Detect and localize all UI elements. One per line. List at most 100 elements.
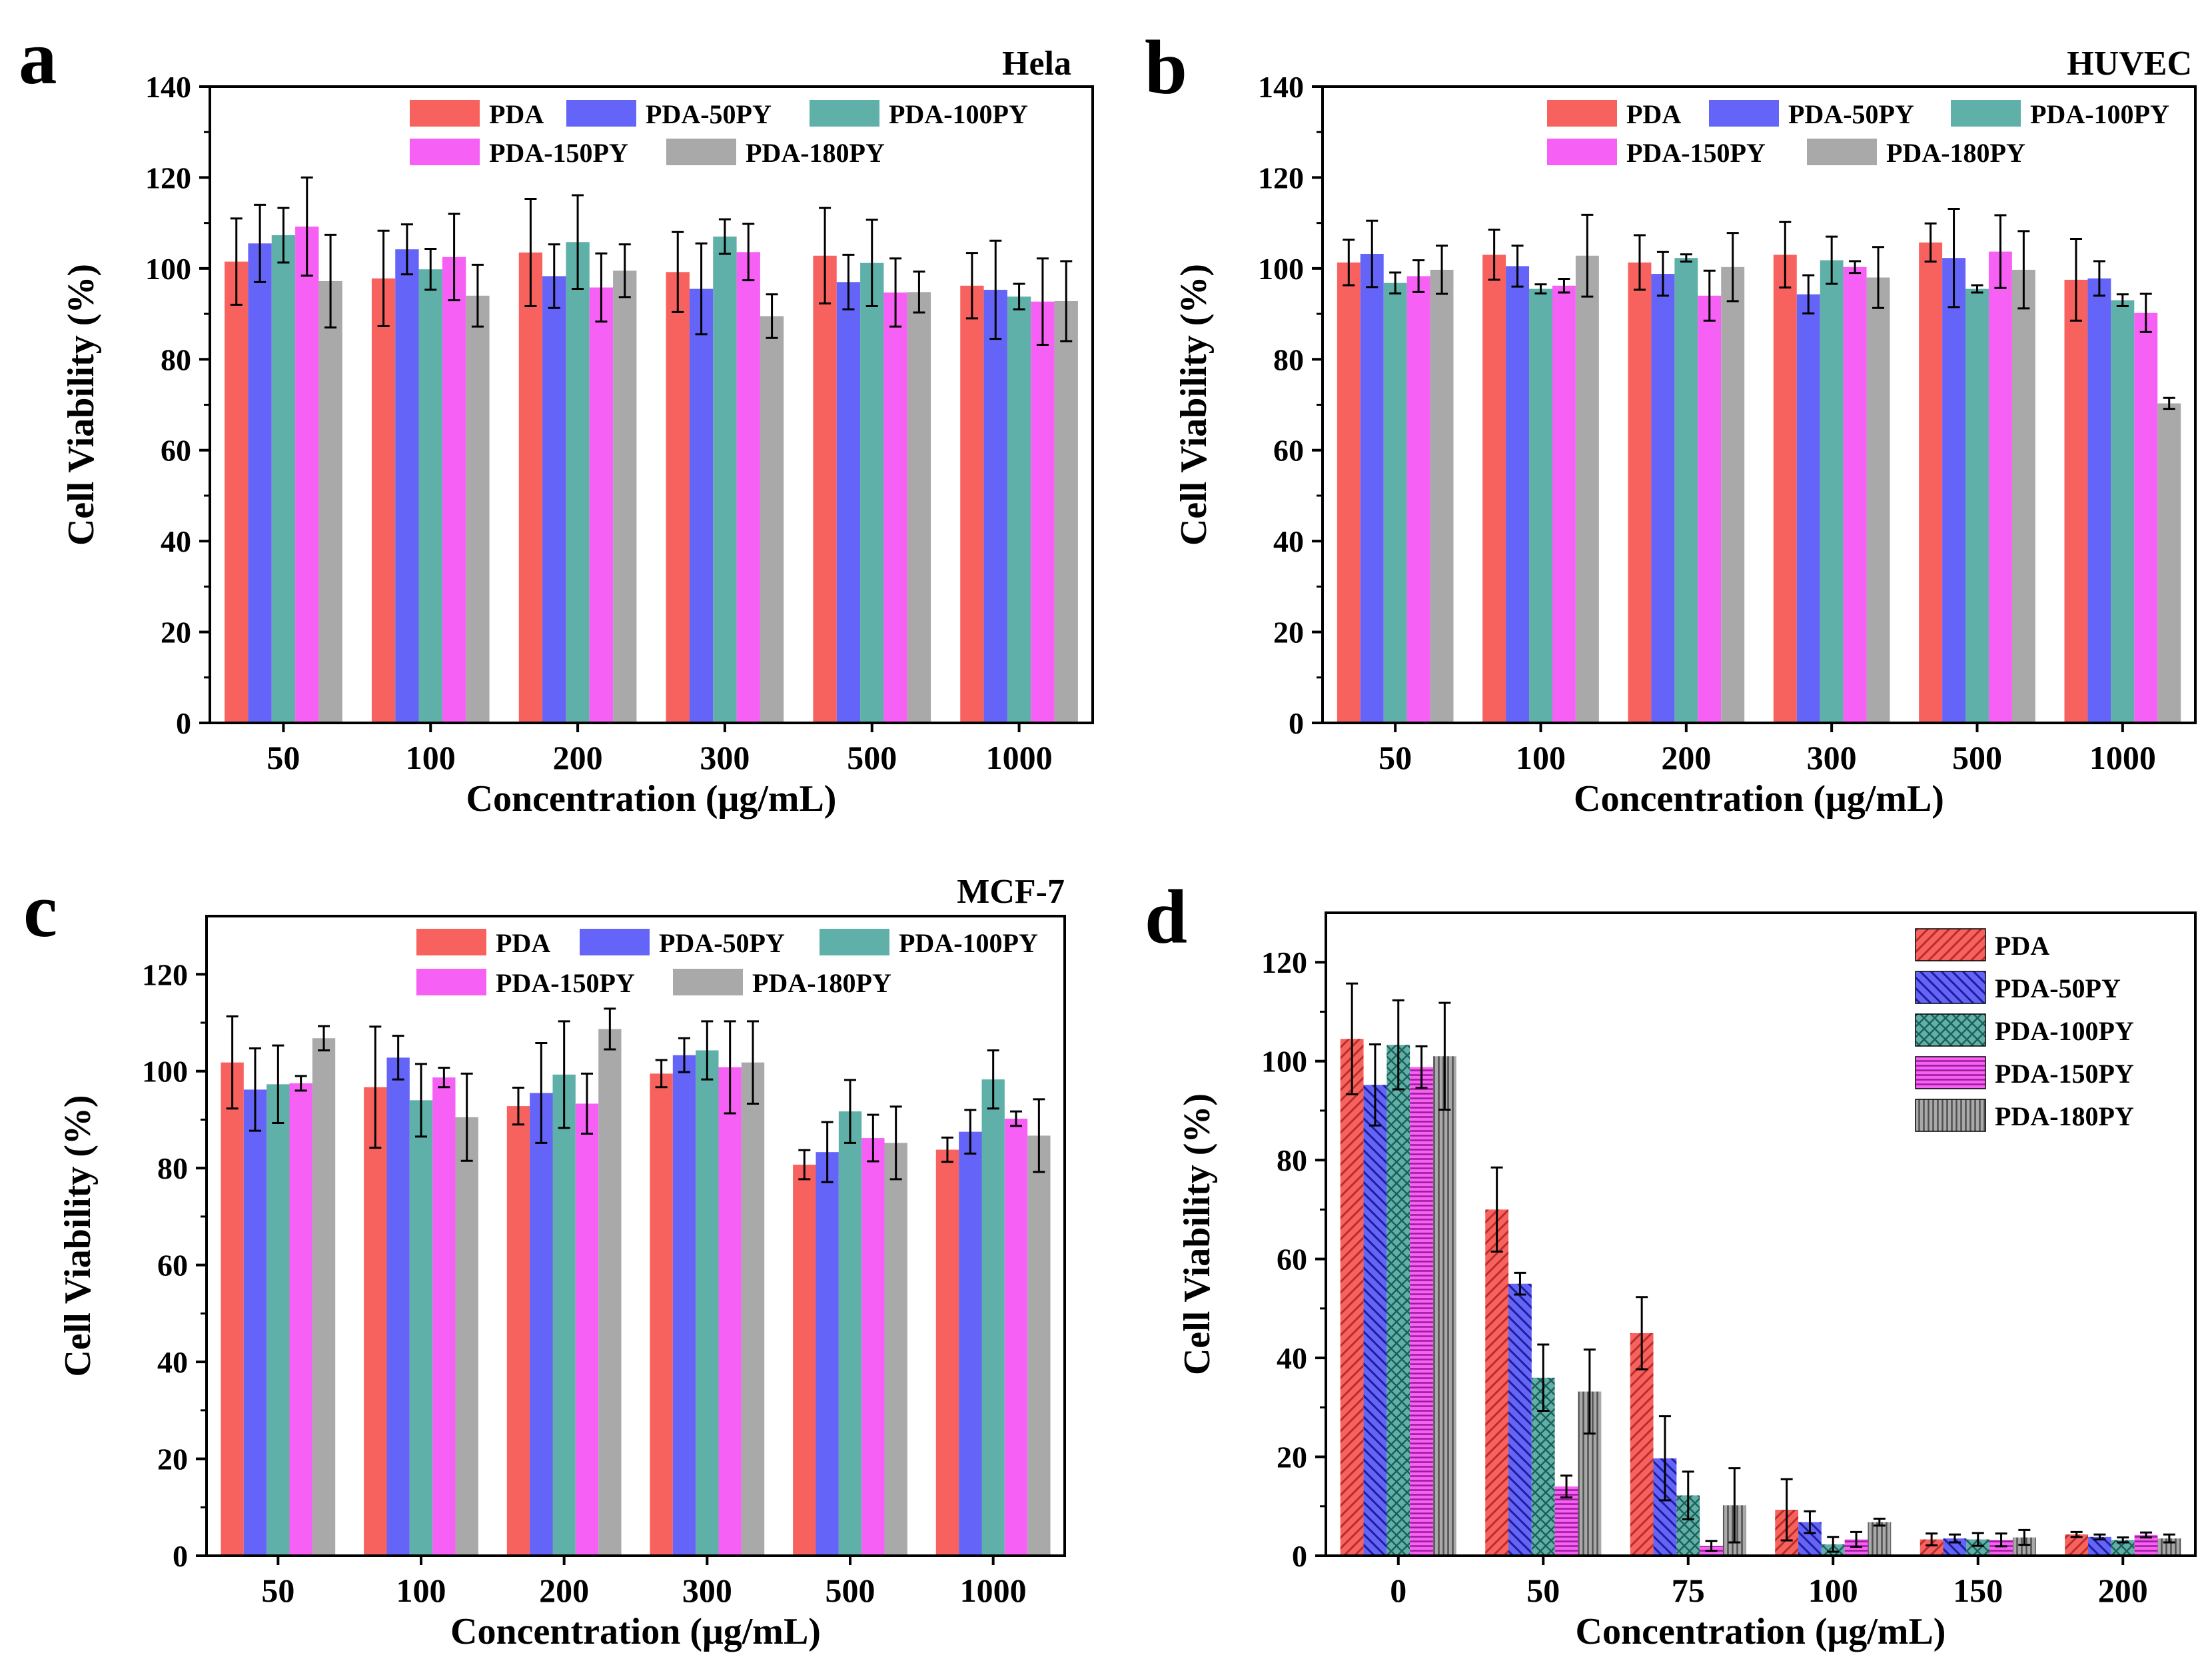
pb-legend: PDA PDA-50PY PDA-100PY PDA-150PY PDA-180PY — [1547, 99, 2169, 168]
pa-bar-pda-100py-100 — [418, 269, 442, 723]
pa-bar-pda-150py-300 — [736, 252, 760, 723]
pa-bar-pda-300 — [666, 272, 690, 723]
pb-legend-label-pda-150py: PDA-150PY — [1626, 138, 1766, 168]
pa-legend-swatch-pda-150py — [410, 139, 480, 165]
pc-errorbar-pda-100py-1000 — [987, 1049, 999, 1110]
pa-bar-pda-150py-1000 — [1031, 301, 1055, 723]
pb-xtick-label: 100 — [1516, 739, 1566, 776]
pa-errorbar-pda-50py-300 — [695, 242, 708, 336]
pb-errorbar-pda-100py-100 — [1534, 283, 1547, 294]
pb-errorbar-pda-300 — [1779, 221, 1792, 289]
pc-bar-pda-50py-500 — [816, 1152, 839, 1556]
pc-bar-pda-180py-300 — [741, 1062, 765, 1556]
pc-errorbar-pda-300 — [655, 1059, 668, 1089]
pa-ytick-label: 60 — [161, 434, 191, 468]
pd-errorbar-pda-100py-0 — [1392, 999, 1404, 1091]
pc-bar-pda-150py-200 — [575, 1103, 599, 1556]
pa-errorbar-pda-100py-50 — [277, 207, 290, 264]
pb-legend-label-pda-50py: PDA-50PY — [1788, 99, 1914, 129]
pc-xlabel: Concentration (μg/mL) — [450, 1611, 821, 1652]
pd-errorbar-pda-50 — [1490, 1166, 1503, 1253]
pb-bar-pda-180py-500 — [2011, 269, 2035, 723]
pd-xlabel: Concentration (μg/mL) — [1576, 1611, 1946, 1652]
pd-xtick-label: 50 — [1526, 1572, 1560, 1609]
pd-ytick-label: 20 — [1277, 1440, 1307, 1474]
panel-letter-b: b — [1145, 25, 1187, 110]
pc-errorbar-pda-150py-200 — [581, 1072, 594, 1135]
pa-errorbar-pda-180py-300 — [766, 293, 778, 339]
pa-ytick-label: 80 — [161, 342, 191, 376]
pb-errorbar-pda-180py-1000 — [2163, 396, 2175, 410]
pa-bar-pda-180py-500 — [907, 292, 931, 723]
pa-errorbar-pda-150py-50 — [300, 176, 313, 277]
pa-bar-pda-100py-1000 — [1007, 296, 1031, 723]
pb-errorbar-pda-50 — [1343, 239, 1355, 286]
pb-bar-pda-150py-200 — [1698, 295, 1722, 723]
pc-bar-pda-1000 — [935, 1149, 959, 1556]
pc-ytick-label: 20 — [157, 1442, 188, 1476]
pd-errorbar-pda-50py-150 — [1948, 1533, 1961, 1544]
pc-legend-swatch-pda-50py — [580, 929, 650, 955]
pb-errorbar-pda-50py-500 — [1947, 207, 1960, 308]
pc-legend-label-pda-180py: PDA-180PY — [752, 968, 891, 998]
pc-errorbar-pda-180py-500 — [889, 1105, 902, 1181]
pc-errorbar-pda-180py-50 — [318, 1025, 330, 1051]
pb-bar-pda-150py-100 — [1552, 285, 1576, 723]
pd-bar-pda-150py-150 — [1989, 1540, 2013, 1556]
pc-bar-pda-100py-50 — [267, 1084, 290, 1556]
pb-legend-swatch-pda-180py — [1807, 139, 1877, 165]
pb-bar-pda-100py-300 — [1820, 260, 1844, 723]
pb-bar-pda-150py-500 — [1988, 251, 2012, 723]
pd-errorbar-pda-150 — [1926, 1532, 1938, 1546]
pa-bar-pda-180py-1000 — [1054, 300, 1078, 723]
pb-bar-pda-150py-1000 — [2134, 312, 2158, 723]
pc-ylabel: Cell Viability (%) — [57, 1095, 99, 1377]
pd-ylabel: Cell Viability (%) — [1177, 1093, 1218, 1375]
pa-legend-label-pda-180py: PDA-180PY — [746, 138, 885, 168]
pc-xtick-label: 500 — [826, 1572, 875, 1609]
pc-bar-pda-300 — [650, 1073, 673, 1556]
pb-bar-pda-500 — [1919, 242, 1943, 724]
pa-errorbar-pda-500 — [819, 207, 831, 304]
panel-letter-d: d — [1145, 875, 1187, 959]
pb-errorbar-pda-500 — [1924, 222, 1937, 263]
pa-bar-pda-150py-200 — [589, 287, 614, 723]
panel-letter-a: a — [19, 15, 57, 100]
pb-ytick-label: 100 — [1258, 252, 1304, 286]
pa-legend-swatch-pda — [410, 100, 480, 127]
pa-legend-label-pda-100py: PDA-100PY — [889, 99, 1028, 129]
pc-bar-pda-150py-100 — [432, 1077, 456, 1556]
pc-ytick-label: 60 — [157, 1249, 188, 1283]
pd-errorbar-pda-150py-200 — [2140, 1531, 2153, 1539]
pc-title: MCF-7 — [957, 873, 1065, 911]
pc-bar-pda-100py-500 — [838, 1111, 862, 1556]
pc-errorbar-pda-150py-1000 — [1010, 1110, 1023, 1127]
pd-legend-swatch-pda-180py — [1915, 1099, 1986, 1132]
pd-errorbar-pda-75 — [1636, 1296, 1648, 1371]
pd-errorbar-pda-0 — [1346, 982, 1359, 1095]
pb-bar-pda-180py-300 — [1866, 277, 1890, 723]
pb-errorbar-pda-150py-200 — [1703, 269, 1716, 322]
pb-legend-swatch-pda-50py — [1709, 100, 1779, 127]
pa-errorbar-pda-150py-300 — [742, 223, 755, 282]
pa-legend-swatch-pda-180py — [666, 139, 736, 165]
pc-legend-swatch-pda-180py — [673, 969, 743, 995]
pd-legend: PDA PDA-50PY PDA-100PY PDA-150PY PDA-180PY — [1915, 928, 2134, 1132]
pc-legend-label-pda-150py: PDA-150PY — [496, 968, 635, 998]
pa-bar-pda-50py-500 — [836, 282, 861, 724]
pd-bar-pda-150py-0 — [1410, 1067, 1433, 1556]
pc-errorbar-pda-150py-100 — [438, 1067, 450, 1089]
pa-errorbar-pda-180py-50 — [324, 233, 337, 329]
pa-bar-pda-50py-50 — [248, 243, 272, 723]
pc-errorbar-pda-150py-300 — [724, 1020, 736, 1115]
pd-bar-pda-0 — [1340, 1039, 1364, 1556]
pa-bar-pda-100py-300 — [713, 237, 737, 723]
pd-errorbar-pda-50py-0 — [1369, 1043, 1381, 1127]
pd-errorbar-pda-50py-100 — [1804, 1510, 1816, 1534]
pd-xtick-label: 0 — [1390, 1572, 1406, 1609]
pa-bar-pda-50py-300 — [689, 288, 714, 723]
pd-ytick-label: 100 — [1261, 1045, 1307, 1079]
pb-bar-pda-50py-50 — [1360, 254, 1384, 723]
pa-bar-pda-100 — [371, 278, 396, 724]
pa-legend: PDA PDA-50PY PDA-100PY PDA-150PY PDA-180PY — [410, 99, 1028, 168]
